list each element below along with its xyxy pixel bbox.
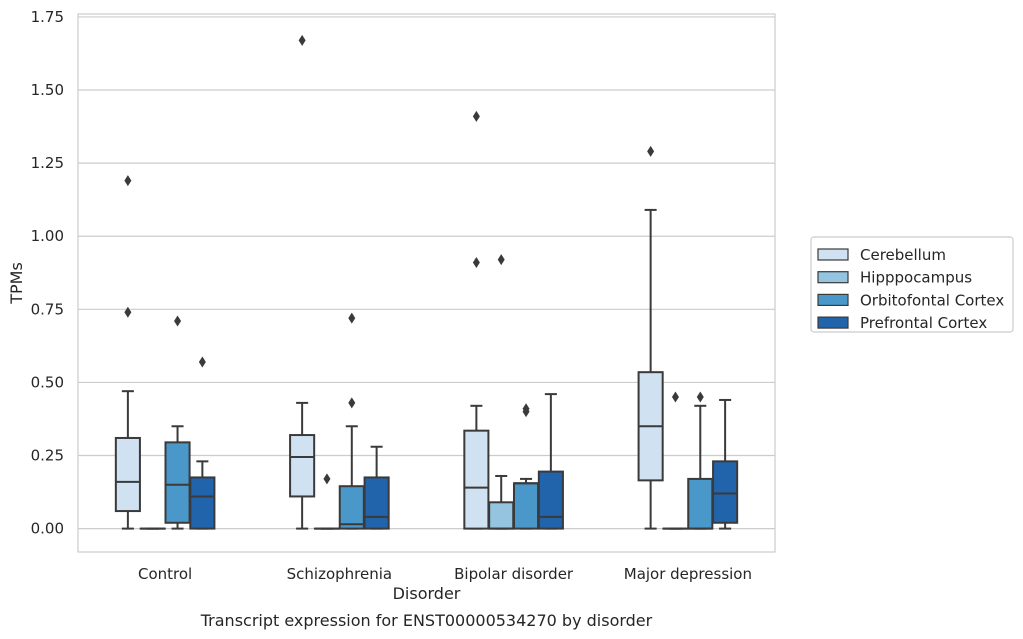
y-tick-label: 0.25 bbox=[31, 447, 64, 465]
box-iqr bbox=[463, 429, 490, 530]
outlier-point bbox=[472, 110, 480, 122]
box-cerebellum bbox=[463, 110, 490, 530]
x-tick-label: Control bbox=[138, 565, 192, 583]
box-orbitofontal-cortex bbox=[338, 312, 365, 530]
box-iqr bbox=[712, 460, 739, 524]
box-hipppocampus bbox=[313, 473, 341, 530]
legend-swatch bbox=[817, 293, 849, 306]
box-iqr bbox=[189, 476, 216, 530]
outlier-point bbox=[671, 391, 679, 403]
y-tick-label: 1.50 bbox=[31, 81, 64, 99]
legend-label: Orbitofontal Cortex bbox=[860, 291, 1004, 309]
outlier-point bbox=[174, 315, 182, 327]
x-tick-label: Major depression bbox=[624, 565, 752, 583]
legend-swatch bbox=[817, 248, 849, 261]
box-iqr bbox=[338, 485, 365, 530]
plot-area-frame bbox=[77, 13, 776, 553]
box-prefrontal-cortex bbox=[363, 445, 390, 530]
box-iqr bbox=[488, 501, 515, 530]
y-tick-label: 1.00 bbox=[31, 227, 64, 245]
x-axis-label: Disorder bbox=[393, 584, 461, 603]
y-tick-label: 1.75 bbox=[31, 8, 64, 26]
box-orbitofontal-cortex bbox=[512, 403, 540, 530]
outlier-point bbox=[198, 356, 206, 368]
box-iqr bbox=[289, 434, 316, 498]
legend-box bbox=[810, 236, 1014, 333]
box-iqr bbox=[164, 441, 191, 524]
outlier-point bbox=[124, 306, 132, 318]
gridlines bbox=[78, 16, 775, 530]
outlier-point bbox=[124, 175, 132, 187]
outlier-point bbox=[647, 145, 655, 157]
box-cerebellum bbox=[289, 34, 316, 530]
outlier-point bbox=[348, 397, 356, 409]
y-axis-ticks: 0.00 0.25 0.50 0.75 1.00 1.25 1.50 1.75 bbox=[31, 8, 64, 538]
legend-swatch bbox=[817, 316, 849, 329]
y-axis-label: TPMs bbox=[7, 262, 26, 305]
outlier-point bbox=[497, 254, 505, 266]
box-iqr bbox=[114, 436, 141, 513]
box-orbitofontal-cortex bbox=[687, 391, 714, 530]
boxes-layer bbox=[114, 34, 739, 530]
legend-label: Hipppocampus bbox=[860, 269, 972, 287]
box-prefrontal-cortex bbox=[712, 398, 739, 530]
box-cerebellum bbox=[114, 175, 141, 530]
box-iqr bbox=[687, 477, 714, 530]
y-tick-label: 0.75 bbox=[31, 300, 64, 318]
box-iqr bbox=[537, 470, 564, 530]
legend-swatch bbox=[817, 271, 849, 284]
outlier-point bbox=[298, 34, 306, 46]
x-tick-label: Schizophrenia bbox=[287, 565, 392, 583]
legend: Cerebellum Hipppocampus Orbitofontal Corte… bbox=[810, 236, 1014, 333]
box-prefrontal-cortex bbox=[189, 356, 216, 530]
y-tick-label: 0.50 bbox=[31, 373, 64, 391]
box-prefrontal-cortex bbox=[537, 393, 564, 530]
outlier-point bbox=[348, 312, 356, 324]
box-iqr bbox=[512, 482, 540, 530]
chart-title: Transcript expression for ENST0000053427… bbox=[200, 611, 653, 630]
y-tick-label: 0.00 bbox=[31, 520, 64, 538]
x-tick-label: Bipolar disorder bbox=[454, 565, 574, 583]
outlier-point bbox=[472, 257, 480, 269]
box-hipppocampus bbox=[662, 391, 689, 530]
box-cerebellum bbox=[637, 145, 664, 530]
outlier-point bbox=[323, 473, 331, 485]
y-tick-label: 1.25 bbox=[31, 154, 64, 172]
outlier-point bbox=[696, 391, 704, 403]
box-hipppocampus bbox=[488, 254, 515, 530]
x-axis-ticks: Control Schizophrenia Bipolar disorder Majo… bbox=[138, 565, 752, 583]
outlier-point bbox=[522, 403, 530, 415]
legend-label: Prefrontal Cortex bbox=[860, 314, 987, 332]
box-orbitofontal-cortex bbox=[164, 315, 191, 530]
box-iqr bbox=[363, 476, 390, 530]
legend-label: Cerebellum bbox=[860, 246, 946, 264]
